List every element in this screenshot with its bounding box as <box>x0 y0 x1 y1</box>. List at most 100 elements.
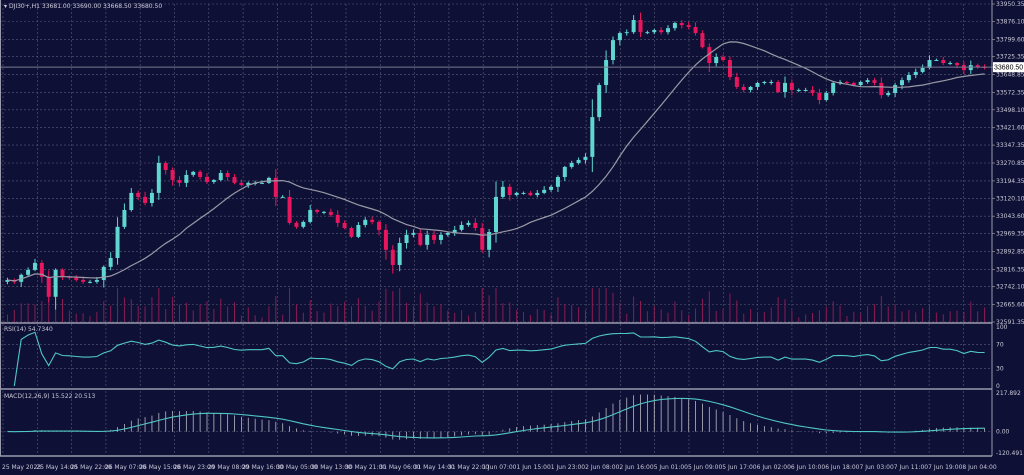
bull-candle <box>583 156 588 160</box>
rsi-title: RSI(14) 54.7340 <box>4 326 53 333</box>
bull-candle <box>149 192 154 203</box>
time-tick-label: 6 Jun 18:00 <box>825 464 859 471</box>
bull-candle <box>246 182 251 185</box>
bull-candle <box>755 82 760 87</box>
price-tick-label: 33498.10 <box>996 107 1024 114</box>
time-tick-label: 31 May 14:00 <box>414 464 455 471</box>
bull-candle <box>115 226 120 258</box>
bear-candle <box>67 276 72 278</box>
macd-tick-label: 0.00 <box>996 429 1010 436</box>
bear-candle <box>143 196 148 203</box>
time-tick-label: 1 Jun 15:00 <box>517 464 551 471</box>
bear-candle <box>941 60 946 64</box>
current-price-text: 33680.50 <box>994 65 1023 72</box>
price-tick-label: 33043.60 <box>996 213 1024 220</box>
bull-candle <box>569 162 574 167</box>
bear-candle <box>810 89 815 94</box>
bull-candle <box>101 266 106 280</box>
time-tick-label: 6 Jun 02:00 <box>757 464 791 471</box>
bull-candle <box>129 192 134 210</box>
bull-candle <box>597 85 602 118</box>
price-tick-label: 33421.60 <box>996 125 1024 132</box>
bear-candle <box>679 23 684 26</box>
bull-candle <box>590 117 595 157</box>
bear-candle <box>377 221 382 230</box>
time-tick-label: 6 Jun 10:00 <box>791 464 825 471</box>
time-tick-label: 5 Jun 09:00 <box>688 464 722 471</box>
bull-candle <box>906 74 911 81</box>
bear-candle <box>315 209 320 212</box>
bear-candle <box>81 279 86 282</box>
price-tick-label: 32665.60 <box>996 302 1024 309</box>
bear-candle <box>198 171 203 178</box>
bull-candle <box>824 93 829 101</box>
bear-candle <box>232 177 237 183</box>
price-axis[interactable]: 33950.35 33876.10 33799.60 33725.35 33648.85… <box>992 1 1024 457</box>
bull-candle <box>865 80 870 83</box>
time-tick-label: 25 May 2023 <box>2 464 41 471</box>
bear-candle <box>693 27 698 34</box>
bear-candle <box>383 229 388 250</box>
bull-candle <box>108 257 113 267</box>
bull-candle <box>156 162 161 193</box>
bull-candle <box>280 196 285 198</box>
bear-candle <box>975 65 980 68</box>
moving-average-line <box>7 41 985 282</box>
bear-candle <box>734 77 739 87</box>
bull-candle <box>94 279 99 282</box>
rsi-tick-label: 100 <box>996 324 1008 331</box>
bear-candle <box>418 232 423 245</box>
bear-candle <box>294 222 299 227</box>
time-tick-label: 5 Jun 01:00 <box>654 464 688 471</box>
price-tick-label: 32816.35 <box>996 266 1024 273</box>
bear-candle <box>390 249 395 265</box>
bear-candle <box>349 228 354 237</box>
bear-candle <box>39 262 44 277</box>
bear-candle <box>638 19 643 33</box>
macd-tick-label: -120.491 <box>996 450 1023 457</box>
bear-candle <box>163 162 168 170</box>
bull-candle <box>934 60 939 62</box>
price-tick-label: 33648.85 <box>996 72 1024 79</box>
bear-candle <box>328 211 333 215</box>
bear-candle <box>170 169 175 181</box>
bull-candle <box>494 196 498 232</box>
bull-candle <box>411 232 416 235</box>
bull-candle <box>555 177 560 187</box>
time-tick-label: 7 Jun 19:00 <box>928 464 962 471</box>
bull-candle <box>397 242 402 265</box>
time-tick-label: 30 May 05:00 <box>276 464 317 471</box>
bear-candle <box>46 276 51 297</box>
bull-candle <box>459 224 464 230</box>
bull-candle <box>260 182 265 184</box>
price-tick-label: 33347.35 <box>996 142 1024 149</box>
bull-candle <box>53 269 58 297</box>
bear-candle <box>707 47 712 64</box>
time-tick-label: 5 Jun 17:00 <box>722 464 756 471</box>
bear-candle <box>789 82 794 90</box>
bull-candle <box>886 93 891 96</box>
bear-candle <box>342 222 347 229</box>
bull-candle <box>576 159 581 163</box>
macd-signal-line <box>7 397 985 439</box>
bull-candle <box>858 82 863 86</box>
bear-candle <box>528 192 533 196</box>
bull-candle <box>88 281 93 283</box>
symbol-timeframe: DJI30+,H1 <box>8 3 40 10</box>
time-tick-label: 25 May 14:00 <box>36 464 77 471</box>
bull-candle <box>899 80 904 86</box>
bear-candle <box>700 33 705 48</box>
dropdown-triangle-icon[interactable]: ▾ <box>4 3 8 10</box>
time-tick-label: 30 May 21:00 <box>345 464 386 471</box>
bull-candle <box>920 67 925 72</box>
bear-candle <box>879 82 884 96</box>
bull-candle <box>521 192 526 194</box>
bull-candle <box>796 89 801 91</box>
bull-candle <box>363 219 368 225</box>
price-tick-label: 33194.35 <box>996 178 1024 185</box>
time-tick-label: 29 May 16:00 <box>242 464 283 471</box>
time-tick-label: 30 May 13:00 <box>311 464 352 471</box>
time-tick-label: 31 May 06:00 <box>379 464 420 471</box>
